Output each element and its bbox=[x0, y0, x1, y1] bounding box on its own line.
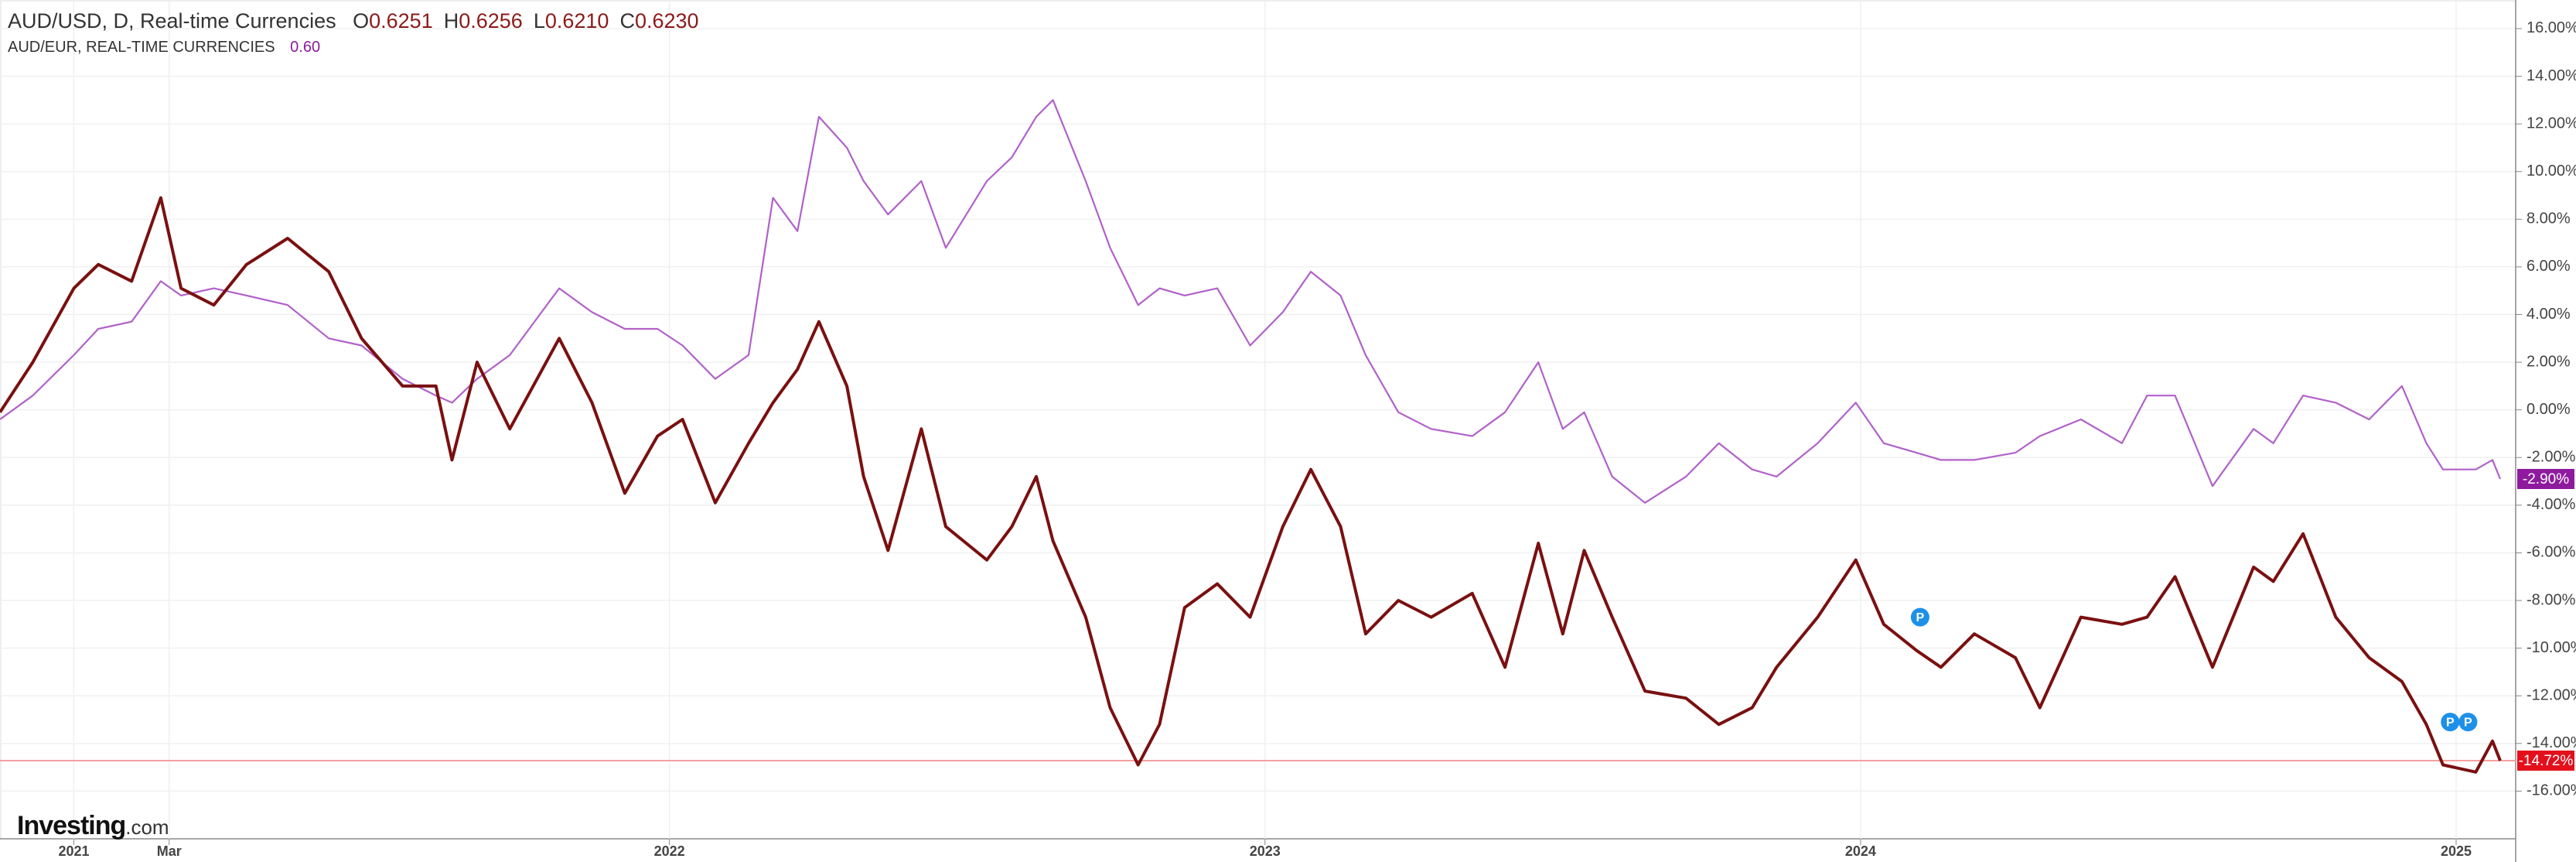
event-marker-label: P bbox=[2446, 716, 2455, 729]
ohlc-label: H bbox=[443, 9, 459, 32]
y-tick-label: -14.00% bbox=[2527, 734, 2576, 751]
y-tick-label: -8.00% bbox=[2527, 591, 2576, 608]
y-tick-label: 8.00% bbox=[2527, 210, 2571, 227]
x-tick-label: Mar bbox=[157, 843, 182, 859]
y-tick-label: 12.00% bbox=[2527, 115, 2576, 132]
y-tick-label: -16.00% bbox=[2527, 782, 2576, 799]
plot-frame bbox=[0, 0, 2516, 840]
event-marker-label: P bbox=[1916, 611, 1925, 624]
y-tick-label: 6.00% bbox=[2527, 258, 2571, 275]
ohlc-value: 0.6256 bbox=[459, 9, 523, 32]
ohlc-value: 0.6210 bbox=[544, 9, 609, 32]
ohlc-value: 0.6251 bbox=[369, 9, 433, 32]
series-line bbox=[0, 196, 2502, 774]
ohlc-label: C bbox=[619, 9, 635, 32]
last-value-box bbox=[2517, 468, 2574, 489]
series-value: 0.60 bbox=[290, 39, 321, 56]
x-tick-label: 2023 bbox=[1250, 843, 1281, 859]
y-tick-label: -6.00% bbox=[2527, 544, 2576, 561]
sub-header: AUD/EUR, REAL-TIME CURRENCIES 0.60 bbox=[8, 39, 331, 56]
y-tick-label: -12.00% bbox=[2527, 687, 2576, 704]
event-marker bbox=[2441, 713, 2460, 732]
event-marker-label: P bbox=[2464, 716, 2472, 729]
y-tick-label: -2.00% bbox=[2527, 449, 2576, 466]
event-marker bbox=[2458, 713, 2478, 732]
y-tick-label: 2.00% bbox=[2527, 353, 2571, 370]
y-tick-label: -4.00% bbox=[2527, 496, 2576, 513]
logo-name: Investing bbox=[17, 811, 126, 840]
y-tick-label: 14.00% bbox=[2527, 67, 2576, 84]
last-value-label: -2.90% bbox=[2523, 471, 2569, 487]
series-line bbox=[0, 99, 2502, 504]
ohlc-value: 0.6230 bbox=[634, 9, 699, 32]
series-title: AUD/EUR, REAL-TIME CURRENCIES bbox=[8, 39, 275, 56]
y-tick-label: 4.00% bbox=[2527, 306, 2571, 323]
x-tick-label: 2022 bbox=[654, 843, 685, 859]
x-tick-label: 2021 bbox=[58, 843, 89, 859]
x-tick-label: 2024 bbox=[1845, 843, 1876, 859]
ohlc-label: O bbox=[353, 9, 370, 32]
last-value-box bbox=[2517, 750, 2574, 771]
last-value-label: -14.72% bbox=[2519, 753, 2574, 769]
ohlc-label: L bbox=[533, 9, 545, 32]
y-tick-label: 16.00% bbox=[2527, 19, 2576, 36]
ohlc: O0.6251 H0.6256 L0.6210 C0.6230 bbox=[353, 9, 709, 32]
y-tick-label: 0.00% bbox=[2527, 401, 2571, 418]
logo-suffix: .com bbox=[125, 816, 169, 839]
logo: Investing.com bbox=[17, 811, 169, 841]
y-tick-label: 10.00% bbox=[2527, 162, 2576, 180]
event-marker bbox=[1910, 607, 1929, 627]
series-title: AUD/USD, D, Real-time Currencies bbox=[8, 9, 336, 32]
main-header: AUD/USD, D, Real-time Currencies O0.6251… bbox=[8, 9, 721, 33]
y-tick-label: -10.00% bbox=[2527, 639, 2576, 656]
x-tick-label: 2025 bbox=[2441, 843, 2472, 859]
